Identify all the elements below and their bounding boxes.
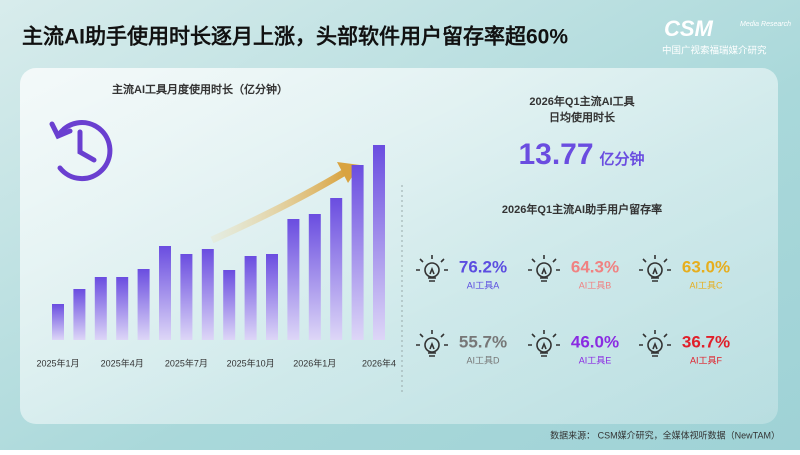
bulb-icon	[528, 255, 560, 282]
retention-name: AI工具D	[466, 355, 500, 365]
bulb-rays	[528, 255, 560, 271]
bulb-base	[540, 266, 548, 282]
retention-name: AI工具B	[579, 280, 612, 290]
retention-name: AI工具E	[579, 355, 612, 365]
clock-icon	[49, 120, 113, 182]
bulb-base	[651, 266, 659, 282]
bulb-icon	[528, 330, 560, 357]
bulb-icon	[639, 330, 671, 357]
source: 数据来源： CSM媒介研究，全媒体视听数据（NewTAM）	[550, 429, 780, 440]
retention-value: 36.7%	[682, 332, 730, 351]
bar	[116, 277, 129, 340]
logo-mark: CSM	[664, 16, 714, 41]
bulb-base	[651, 341, 659, 357]
bulb-rays	[528, 330, 560, 346]
bulb-rays	[639, 330, 671, 346]
chart-title: 主流AI工具月度使用时长（亿分钟）	[112, 82, 288, 96]
retention-value: 55.7%	[459, 332, 507, 351]
daily-value: 13.77	[518, 138, 593, 171]
bulb-base	[428, 341, 436, 357]
bulb-rays	[416, 255, 448, 271]
bar	[308, 214, 321, 340]
x-tick-label: 2025年10月	[227, 357, 275, 368]
retention-value: 63.0%	[682, 257, 730, 276]
logo-name: 中国广视索福瑞媒介研究	[662, 45, 767, 57]
bulb-icon	[416, 255, 448, 282]
retention-name: AI工具A	[467, 280, 500, 290]
bar	[137, 269, 150, 340]
retention-title: 2026年Q1主流AI助手用户留存率	[502, 202, 662, 216]
bar	[73, 289, 86, 340]
logo-sub: Media Research	[740, 21, 791, 28]
trend-arrow	[210, 168, 347, 244]
bar	[287, 219, 300, 340]
bulb-base	[428, 266, 436, 282]
title: 主流AI助手使用时长逐月上涨，头部软件用户留存率超60%	[22, 25, 568, 49]
bulb-glass	[536, 337, 552, 353]
bulb-icon	[416, 330, 448, 357]
bulb-glass	[536, 262, 552, 278]
bar	[201, 249, 214, 340]
x-tick-label: 2026年1月	[293, 357, 336, 368]
bar	[244, 256, 257, 340]
retention-value: 76.2%	[459, 257, 507, 276]
bulb-glass	[424, 337, 440, 353]
daily-unit: 亿分钟	[599, 150, 644, 168]
bulb-glass	[647, 337, 663, 353]
bulb-rays	[639, 255, 671, 271]
daily-subtitle: 日均使用时长	[549, 110, 616, 124]
bar	[159, 246, 171, 340]
bar	[180, 254, 193, 340]
bulb-glass	[424, 262, 440, 278]
daily-title: 2026年Q1主流AI工具	[529, 94, 634, 108]
retention-name: AI工具C	[689, 280, 723, 290]
bulb-glass	[647, 262, 663, 278]
x-tick-label: 2025年4月	[101, 357, 144, 368]
bar	[330, 198, 343, 340]
retention-value: 46.0%	[571, 332, 619, 351]
retention-name: AI工具F	[690, 355, 723, 365]
x-tick-label: 2025年7月	[165, 357, 208, 368]
bar	[351, 165, 364, 340]
bulb-icon	[639, 255, 671, 282]
bulb-base	[540, 341, 548, 357]
bar	[223, 270, 236, 340]
retention-value: 64.3%	[571, 257, 619, 276]
bar	[373, 145, 385, 340]
x-tick-label: 2026年4	[362, 357, 396, 368]
bulb-rays	[416, 330, 448, 346]
x-tick-label: 2025年1月	[36, 357, 79, 368]
bar	[94, 277, 107, 340]
bar	[52, 304, 64, 340]
panel	[20, 68, 778, 424]
bar	[266, 254, 278, 340]
